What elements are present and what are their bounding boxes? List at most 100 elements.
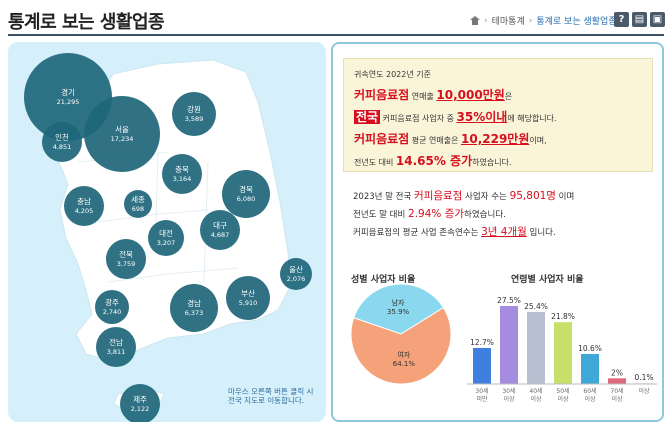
region-name: 경북 xyxy=(239,185,253,195)
summary-line-4: 커피음료점 평균 연매출은 10,229만원이며, xyxy=(354,131,642,149)
summary-text: 이며, xyxy=(529,136,547,145)
region-value: 3,164 xyxy=(172,174,192,183)
region-bubble[interactable]: 세종 698 xyxy=(124,190,152,218)
age-chart-title: 연령별 사업자 비율 xyxy=(511,275,584,285)
growth-rate: 14.65% 증가 xyxy=(395,154,473,168)
bar-category-label: 이상 xyxy=(584,395,596,403)
region-bubble[interactable]: 강원 3,589 xyxy=(172,92,216,136)
industry-name: 커피음료점 xyxy=(354,132,410,146)
average-sales: 10,229만원 xyxy=(461,132,530,146)
bar-category-label: 50세 xyxy=(556,387,569,395)
region-bubble[interactable]: 경남 6,373 xyxy=(170,284,218,332)
region-value: 5,910 xyxy=(238,298,258,307)
region-value: 3,811 xyxy=(106,347,126,356)
summary-line-5: 전년도 대비 14.65% 증가하였습니다. xyxy=(354,153,642,171)
breadcrumb-separator: › xyxy=(484,15,488,26)
breadcrumb-current: 통계로 보는 생활업종 xyxy=(536,17,617,27)
bar-category-label: 이상 xyxy=(557,395,569,403)
region-bubble[interactable]: 충북 3,164 xyxy=(162,154,202,194)
region-name: 제주 xyxy=(133,395,147,405)
bar-value-label: 2% xyxy=(611,368,623,377)
summary-panel: 귀속연도 2022년 기준 커피음료점 연매출 10,000만원은 전국 커피음… xyxy=(331,42,664,422)
age-bar-chart: 12.7%30세미만27.5%30세이상25.4%40세이상21.8%50세이상… xyxy=(467,296,657,403)
region-bubble[interactable]: 서울 17,234 xyxy=(84,96,160,172)
business-count: 95,801명 xyxy=(509,190,556,202)
bar xyxy=(500,306,518,384)
region-bubble[interactable]: 부산 5,910 xyxy=(226,276,270,320)
help-button[interactable]: ? xyxy=(614,12,629,27)
industry-name: 커피음료점 xyxy=(354,88,410,102)
region-bubble[interactable]: 대구 4,687 xyxy=(200,210,240,250)
summary-text: 평균 연매출은 xyxy=(409,136,461,145)
count-growth: 2.94% 증가 xyxy=(408,208,465,220)
pie-slice-name: 남자 xyxy=(391,299,405,308)
region-bubble[interactable]: 전북 3,759 xyxy=(106,239,146,279)
region-value: 3,759 xyxy=(116,259,136,268)
home-icon[interactable] xyxy=(470,16,480,25)
bar-value-label: 27.5% xyxy=(497,296,521,305)
bar-category-label: 미만 xyxy=(476,395,488,403)
region-value: 4,687 xyxy=(210,230,230,239)
region-bubble[interactable]: 울산 2,076 xyxy=(280,258,312,290)
region-bubble[interactable]: 충남 4,205 xyxy=(64,186,104,226)
region-name: 전북 xyxy=(119,250,133,260)
sales-amount: 10,000만원 xyxy=(436,88,505,102)
region-value: 3,589 xyxy=(184,114,204,123)
region-bubble[interactable]: 제주 2,122 xyxy=(120,384,160,422)
percentile: 35%이내 xyxy=(456,110,508,124)
stat-text: 입니다. xyxy=(526,228,556,238)
region-name: 강원 xyxy=(187,105,201,115)
summary-text: 하였습니다. xyxy=(472,158,512,167)
save-button[interactable]: ▣ xyxy=(650,12,665,27)
bar-category-label: 60세 xyxy=(583,387,596,395)
bar-category-label: 이상 xyxy=(638,387,650,395)
region-name: 대전 xyxy=(159,229,173,239)
summary-year: 귀속연도 2022년 기준 xyxy=(354,70,431,79)
stat-text: 2023년 말 전국 xyxy=(353,192,415,202)
region-bubble[interactable]: 인천 4,851 xyxy=(42,122,82,162)
stat-text: 이며 xyxy=(555,192,575,202)
stat-line-3: 커피음료점의 평균 사업 존속연수는 3년 4개월 입니다. xyxy=(353,224,556,239)
bar xyxy=(554,322,572,384)
bar-category-label: 30세 xyxy=(502,387,515,395)
summary-line-2: 커피음료점 연매출 10,000만원은 xyxy=(354,87,642,105)
gender-chart-title: 성별 사업자 비율 xyxy=(351,275,416,285)
page-title: 통계로 보는 생활업종 xyxy=(8,12,165,33)
bar xyxy=(473,347,491,384)
region-name: 대구 xyxy=(213,221,227,231)
region-bubble[interactable]: 경북 6,080 xyxy=(222,170,270,218)
print-button[interactable]: ▤ xyxy=(632,12,647,27)
summary-text: 에 해당합니다. xyxy=(507,114,557,123)
summary-text: 커피음료점 사업자 중 xyxy=(380,114,457,123)
stat-line-1: 2023년 말 전국 커피음료점 사업자 수는 95,801명 이며 xyxy=(353,188,574,203)
breadcrumb: › 테마통계 › 통계로 보는 생활업종 xyxy=(470,14,617,27)
region-name: 세종 xyxy=(131,195,145,205)
region-name: 광주 xyxy=(105,298,119,308)
bar xyxy=(581,353,599,384)
region-bubble[interactable]: 대전 3,207 xyxy=(148,220,184,256)
region-value: 4,851 xyxy=(52,142,72,151)
korea-map-panel[interactable]: 경기 21,295 서울 17,234 인천 4,851 강원 3,589 충북 3,164 충남 4… xyxy=(8,42,326,422)
breadcrumb-theme-stats[interactable]: 테마통계 xyxy=(491,17,525,27)
region-value: 3,207 xyxy=(156,238,176,247)
region-name: 인천 xyxy=(55,133,69,143)
bar-category-label: 이상 xyxy=(611,395,623,403)
bar-category-label: 30세 xyxy=(475,387,488,395)
stat-text: 커피음료점의 평균 사업 존속연수는 xyxy=(353,228,482,238)
region-name: 경기 xyxy=(61,88,75,98)
region-value: 21,295 xyxy=(56,97,80,106)
gender-pie-chart xyxy=(350,283,452,385)
bar-category-label: 이상 xyxy=(530,395,542,403)
region-bubble[interactable]: 광주 2,740 xyxy=(95,290,129,324)
summary-text: 은 xyxy=(504,92,513,101)
region-value: 2,740 xyxy=(102,307,122,316)
region-bubble[interactable]: 전남 3,811 xyxy=(96,327,136,367)
pie-slice-name: 여자 xyxy=(397,350,411,359)
region-value: 6,373 xyxy=(184,308,204,317)
region-value: 698 xyxy=(131,204,145,213)
map-hint: 마우스 오른쪽 버튼 클릭 시 전국 지도로 이동합니다. xyxy=(228,387,314,406)
bar-value-label: 0.1% xyxy=(634,373,653,382)
summary-text: 전년도 대비 xyxy=(354,158,396,167)
region-name: 전남 xyxy=(109,338,123,348)
